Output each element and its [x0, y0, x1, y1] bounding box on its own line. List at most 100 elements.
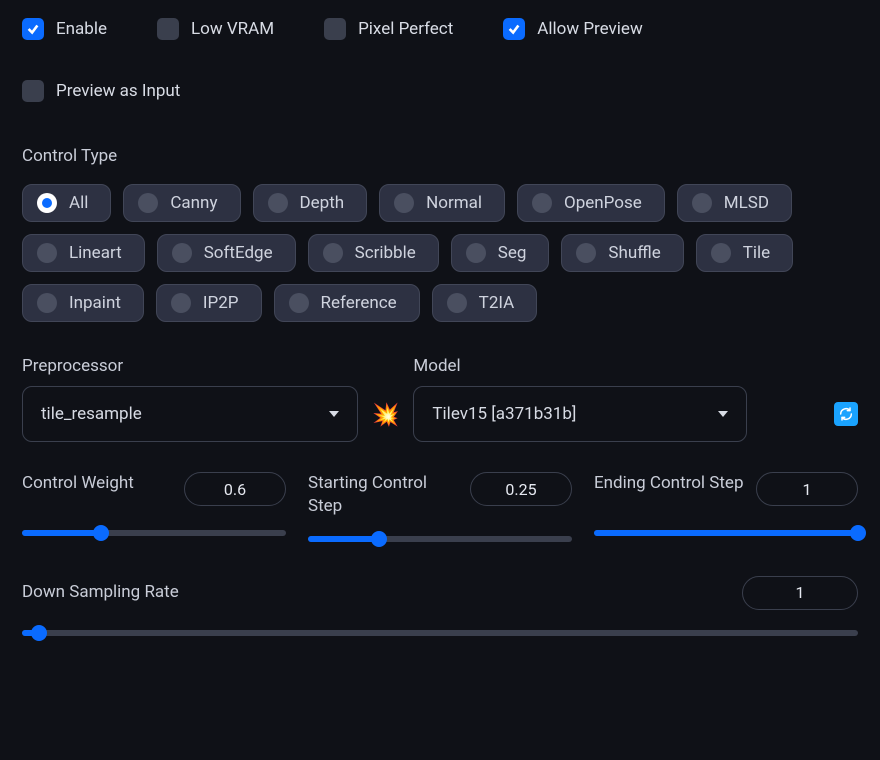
- pixel-perfect-checkbox[interactable]: [324, 18, 346, 40]
- preview-as-input-label: Preview as Input: [56, 81, 180, 101]
- starting-step-block: Starting Control Step 0.25: [308, 472, 572, 542]
- control-type-heading: Control Type: [22, 146, 858, 166]
- radio-dot: [532, 193, 552, 213]
- preprocessor-label: Preprocessor: [22, 356, 358, 376]
- radio-dot: [323, 243, 343, 263]
- radio-label: Normal: [426, 193, 482, 213]
- radio-label: T2IA: [479, 293, 515, 313]
- radio-dot: [447, 293, 467, 313]
- ending-step-label: Ending Control Step: [594, 472, 744, 495]
- radio-label: Depth: [300, 193, 345, 213]
- preprocessor-dropdown[interactable]: tile_resample: [22, 386, 358, 442]
- radio-label: Tile: [743, 243, 770, 263]
- enable-checkbox[interactable]: [22, 18, 44, 40]
- radio-dot: [576, 243, 596, 263]
- control-type-option[interactable]: Depth: [253, 184, 368, 222]
- radio-label: Shuffle: [608, 243, 660, 263]
- allow-preview-checkbox[interactable]: [503, 18, 525, 40]
- model-dropdown[interactable]: Tilev15 [a371b31b]: [413, 386, 747, 442]
- radio-label: Seg: [498, 243, 527, 263]
- refresh-models-button[interactable]: [834, 402, 858, 426]
- slider-thumb[interactable]: [93, 525, 109, 541]
- radio-dot: [172, 243, 192, 263]
- enable-label: Enable: [56, 19, 107, 39]
- control-type-option[interactable]: All: [22, 184, 111, 222]
- pixel-perfect-label: Pixel Perfect: [358, 19, 453, 39]
- radio-dot: [138, 193, 158, 213]
- radio-dot: [37, 243, 57, 263]
- control-type-option[interactable]: Scribble: [308, 234, 439, 272]
- ending-step-value[interactable]: 1: [756, 472, 858, 506]
- radio-label: Canny: [170, 193, 217, 213]
- refresh-icon: [838, 406, 854, 422]
- radio-label: IP2P: [203, 293, 239, 313]
- control-type-option[interactable]: T2IA: [432, 284, 538, 322]
- model-column: Model Tilev15 [a371b31b]: [413, 356, 747, 442]
- control-type-option[interactable]: Shuffle: [561, 234, 683, 272]
- chevron-down-icon: [718, 411, 728, 417]
- control-type-option[interactable]: MLSD: [677, 184, 792, 222]
- model-value: Tilev15 [a371b31b]: [432, 404, 576, 424]
- top-options-row: Enable Low VRAM Pixel Perfect Allow Prev…: [22, 18, 858, 40]
- radio-label: MLSD: [724, 193, 769, 213]
- starting-step-value[interactable]: 0.25: [470, 472, 572, 506]
- control-weight-slider[interactable]: [22, 530, 286, 536]
- control-type-option[interactable]: Normal: [379, 184, 505, 222]
- control-type-option[interactable]: OpenPose: [517, 184, 665, 222]
- slider-thumb[interactable]: [31, 625, 47, 641]
- radio-label: Inpaint: [69, 293, 121, 313]
- pixel-perfect-checkbox-wrap[interactable]: Pixel Perfect: [324, 18, 453, 40]
- starting-step-label: Starting Control Step: [308, 472, 458, 518]
- enable-checkbox-wrap[interactable]: Enable: [22, 18, 107, 40]
- radio-dot: [692, 193, 712, 213]
- ending-step-slider[interactable]: [594, 530, 858, 536]
- preprocessor-model-row: Preprocessor tile_resample 💥 Model Tilev…: [22, 356, 858, 442]
- down-sampling-value[interactable]: 1: [742, 576, 858, 610]
- radio-dot: [37, 193, 57, 213]
- control-weight-label: Control Weight: [22, 472, 172, 495]
- radio-dot: [268, 193, 288, 213]
- preview-input-row: Preview as Input: [22, 80, 858, 102]
- model-label: Model: [413, 356, 747, 376]
- low-vram-checkbox-wrap[interactable]: Low VRAM: [157, 18, 274, 40]
- slider-thumb[interactable]: [371, 531, 387, 547]
- allow-preview-checkbox-wrap[interactable]: Allow Preview: [503, 18, 642, 40]
- down-sampling-slider[interactable]: [22, 630, 858, 636]
- preview-as-input-checkbox-wrap[interactable]: Preview as Input: [22, 80, 180, 102]
- control-type-option[interactable]: Tile: [696, 234, 793, 272]
- control-type-radio-group: All Canny Depth Normal OpenPose MLSD Lineart So…: [22, 184, 858, 322]
- control-type-option[interactable]: Lineart: [22, 234, 145, 272]
- radio-label: Lineart: [69, 243, 122, 263]
- chevron-down-icon: [329, 411, 339, 417]
- control-type-option[interactable]: Reference: [274, 284, 420, 322]
- control-type-option[interactable]: Seg: [451, 234, 550, 272]
- radio-dot: [171, 293, 191, 313]
- run-preprocessor-icon[interactable]: 💥: [372, 403, 399, 442]
- down-sampling-block: Down Sampling Rate 1: [22, 576, 858, 636]
- preview-as-input-checkbox[interactable]: [22, 80, 44, 102]
- control-type-option[interactable]: IP2P: [156, 284, 262, 322]
- control-type-option[interactable]: Canny: [123, 184, 240, 222]
- radio-label: Reference: [321, 293, 397, 313]
- radio-dot: [394, 193, 414, 213]
- control-weight-block: Control Weight 0.6: [22, 472, 286, 542]
- radio-dot: [466, 243, 486, 263]
- low-vram-checkbox[interactable]: [157, 18, 179, 40]
- radio-dot: [289, 293, 309, 313]
- control-step-sliders-row: Control Weight 0.6 Starting Control Step…: [22, 472, 858, 542]
- preprocessor-column: Preprocessor tile_resample: [22, 356, 358, 442]
- control-type-option[interactable]: Inpaint: [22, 284, 144, 322]
- radio-label: SoftEdge: [204, 243, 273, 263]
- down-sampling-label: Down Sampling Rate: [22, 581, 742, 604]
- radio-label: OpenPose: [564, 193, 642, 213]
- slider-thumb[interactable]: [850, 525, 866, 541]
- control-weight-value[interactable]: 0.6: [184, 472, 286, 506]
- radio-label: All: [69, 193, 88, 213]
- ending-step-block: Ending Control Step 1: [594, 472, 858, 542]
- starting-step-slider[interactable]: [308, 536, 572, 542]
- radio-dot: [37, 293, 57, 313]
- preprocessor-value: tile_resample: [41, 404, 142, 424]
- control-type-option[interactable]: SoftEdge: [157, 234, 296, 272]
- low-vram-label: Low VRAM: [191, 19, 274, 39]
- radio-dot: [711, 243, 731, 263]
